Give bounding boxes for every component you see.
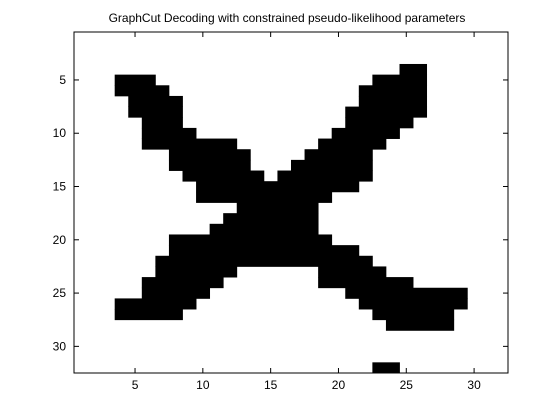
cell-run-row-10-1 (331, 127, 400, 139)
cell-run-row-27-0 (114, 309, 183, 321)
x-tick-label: 15 (264, 378, 278, 392)
cell-run-row-27-1 (372, 309, 455, 321)
cell-run-row-17-0 (236, 202, 319, 214)
cell-run-row-25-1 (345, 287, 468, 299)
cell-run-row-5-0 (114, 74, 156, 86)
cell-run-row-18-0 (223, 213, 319, 225)
cell-run-row-11-0 (141, 138, 238, 150)
cell-run-row-15-0 (196, 181, 360, 193)
cell-run-row-25-0 (141, 287, 211, 299)
x-tick-label: 25 (400, 378, 414, 392)
cell-run-row-14-0 (182, 170, 265, 182)
cell-run-row-21-0 (168, 245, 360, 257)
x-tick-label: 30 (467, 378, 481, 392)
cell-run-row-6-1 (358, 85, 428, 97)
cell-run-row-7-0 (128, 95, 183, 107)
chart-title: GraphCut Decoding with constrained pseud… (109, 11, 466, 25)
cell-run-row-22-0 (155, 255, 373, 267)
x-tick-label: 20 (332, 378, 346, 392)
cell-run-row-13-0 (168, 159, 251, 171)
ticks-layer: 5 10 15 20 25 30 5 10 15 20 25 30 (53, 32, 508, 392)
cell-run-row-23-0 (155, 266, 238, 278)
cell-run-row-5-1 (372, 74, 428, 86)
y-tick-label: 5 (59, 73, 66, 87)
cell-run-row-20-0 (168, 234, 333, 246)
cell-run-row-19-0 (209, 223, 319, 235)
cell-run-row-24-1 (318, 277, 414, 289)
cell-run-row-26-0 (114, 298, 197, 310)
cell-run-row-10-0 (141, 127, 197, 139)
cell-run-row-8-1 (345, 106, 428, 118)
cell-run-row-12-1 (304, 149, 373, 161)
cell-run-row-11-1 (318, 138, 387, 150)
cell-run-row-6-0 (114, 85, 170, 97)
cell-run-row-16-0 (196, 191, 333, 203)
cell-run-row-4-0 (399, 63, 428, 76)
x-tick-label: 10 (196, 378, 210, 392)
cell-run-row-9-1 (345, 117, 414, 129)
cell-run-row-9-0 (141, 117, 183, 129)
cell-run-row-24-0 (141, 277, 224, 289)
cell-run-row-14-1 (277, 170, 373, 182)
cell-run-row-23-1 (318, 266, 387, 278)
y-tick-label: 15 (53, 180, 67, 194)
cell-run-row-26-1 (358, 298, 468, 310)
y-tick-label: 30 (53, 339, 67, 353)
axes-frame (73, 31, 509, 374)
cell-run-row-7-1 (358, 95, 428, 107)
cell-run-row-13-1 (291, 159, 373, 171)
cell-run-row-8-0 (128, 106, 183, 118)
cell-run-row-12-0 (168, 149, 251, 161)
x-tick-label: 5 (132, 378, 139, 392)
y-tick-label: 10 (53, 126, 67, 140)
cells-layer (114, 63, 468, 374)
y-tick-label: 25 (53, 286, 67, 300)
cell-run-row-28-0 (385, 319, 455, 331)
y-tick-label: 20 (53, 233, 67, 247)
cell-run-row-32-0 (372, 362, 400, 374)
